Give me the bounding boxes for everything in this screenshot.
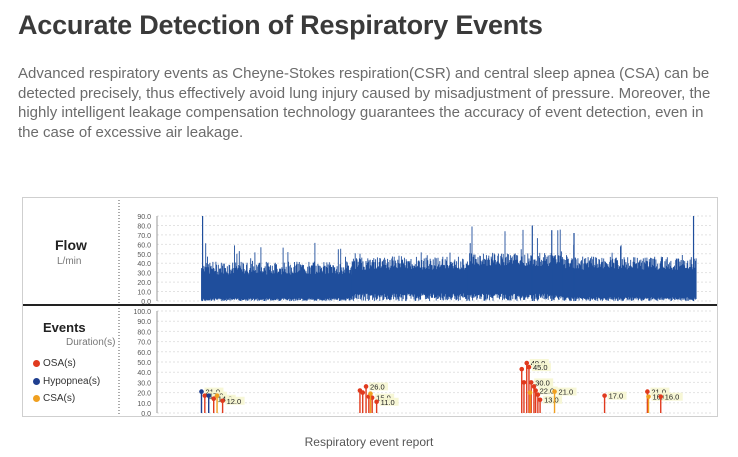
- events-panel-label: Events: [43, 320, 86, 335]
- event-label-bg: [529, 359, 549, 368]
- event-data-label: 13.0: [544, 396, 559, 405]
- events-panel-unit: Duration(s): [66, 337, 116, 348]
- event-data-label: 14.0: [218, 395, 233, 404]
- osa-event-point: [374, 399, 379, 405]
- report-charts: 0.0 10.0 20.0 30.0 40.0 50.0 60.0 70.0 80.0 90.0 0…: [23, 200, 717, 416]
- flow-tick-label: 80.0: [137, 223, 151, 230]
- events-tick-label: 40.0: [137, 370, 151, 377]
- osa-event-point: [537, 397, 543, 403]
- csa-event-point: [552, 389, 557, 394]
- legend-label-csa: CSA(s): [43, 393, 76, 404]
- events-tick-label: 0.0: [141, 411, 151, 416]
- osa-event-point: [602, 393, 607, 398]
- event-data-label: 17.0: [609, 392, 624, 401]
- osa-event-point: [363, 384, 369, 389]
- osa-event-point: [220, 398, 225, 404]
- events-tick-label: 30.0: [137, 380, 151, 387]
- osa-event-point: [658, 394, 664, 399]
- flow-panel-unit: L/min: [57, 256, 82, 267]
- event-data-label: 11.0: [381, 398, 395, 407]
- legend-item-osa: OSA(s): [33, 358, 143, 369]
- csa-event-point: [527, 390, 533, 395]
- events-tick-label: 70.0: [137, 340, 151, 347]
- flow-trace-segment-3: [562, 245, 697, 301]
- event-label-bg: [534, 378, 554, 387]
- event-data-label: 21.0: [651, 388, 666, 397]
- event-label-bg: [379, 397, 399, 406]
- flow-tick-label: 10.0: [137, 290, 151, 297]
- osa-event-point: [645, 389, 650, 394]
- osa-event-point: [202, 393, 208, 398]
- respiratory-event-report: Flow L/min Events Duration(s) OSA(s) Hyp…: [22, 197, 718, 417]
- events-tick-label: 90.0: [137, 319, 151, 326]
- flow-tick-label: 30.0: [137, 271, 151, 278]
- event-label-bg: [225, 396, 245, 405]
- page-description: Advanced respiratory events as Cheyne-St…: [18, 65, 711, 141]
- flow-tick-label: 50.0: [137, 252, 151, 259]
- flow-tick-label: 60.0: [137, 242, 151, 249]
- flow-tick-label: 20.0: [137, 280, 151, 287]
- flow-trace-segment-0: [201, 242, 352, 301]
- event-label-bg: [557, 387, 577, 396]
- osa-legend-dot: [33, 359, 40, 367]
- osa-event-point: [528, 380, 534, 385]
- events-tick-label: 100.0: [133, 309, 151, 316]
- page-title: Accurate Detection of Respiratory Events: [18, 10, 543, 40]
- event-data-label: 45.0: [533, 363, 548, 372]
- flow-panel-label: Flow: [55, 237, 87, 253]
- event-label-bg: [650, 387, 670, 396]
- event-data-label: 26.0: [370, 382, 385, 391]
- flow-tick-label: 40.0: [137, 261, 151, 268]
- osa-event-point: [531, 384, 537, 389]
- legend-label-osa: OSA(s): [43, 358, 76, 369]
- event-label-bg: [543, 395, 563, 404]
- events-tick-label: 10.0: [137, 401, 151, 408]
- csa-event-point: [646, 394, 651, 399]
- osa-event-point: [533, 388, 538, 393]
- osa-event-point: [360, 390, 366, 395]
- legend-label-hypopnea: Hypopnea(s): [43, 376, 101, 387]
- osa-event-point: [524, 360, 530, 366]
- event-label-bg: [538, 386, 558, 395]
- event-data-label: 21.0: [559, 388, 574, 397]
- legend-item-csa: CSA(s): [33, 393, 143, 404]
- osa-event-point: [519, 366, 525, 372]
- event-data-label: 12.0: [227, 397, 242, 406]
- event-data-label: 30.0: [535, 378, 550, 387]
- flow-tick-label: 90.0: [137, 214, 151, 221]
- flow-tick-label: 70.0: [137, 233, 151, 240]
- events-tick-label: 60.0: [137, 350, 151, 357]
- events-tick-label: 20.0: [137, 391, 151, 398]
- event-label-bg: [531, 363, 551, 372]
- event-data-label: 22.0: [540, 387, 555, 396]
- osa-event-point: [521, 380, 527, 385]
- report-caption: Respiratory event report: [304, 435, 434, 449]
- hypopnea-event-point: [206, 393, 212, 398]
- events-tick-label: 50.0: [137, 360, 151, 367]
- hypopnea-legend-dot: [33, 377, 40, 385]
- events-tick-label: 80.0: [137, 329, 151, 336]
- event-label-bg: [375, 393, 395, 402]
- hypopnea-event-point: [199, 389, 204, 394]
- event-label-bg: [204, 387, 224, 396]
- osa-event-point: [211, 396, 217, 402]
- osa-event-point: [535, 392, 541, 397]
- legend-item-hypopnea: Hypopnea(s): [33, 376, 143, 387]
- flow-trace-segment-1: [351, 252, 469, 301]
- event-data-label: 16.0: [665, 393, 680, 402]
- flow-tick-label: 0.0: [141, 299, 151, 306]
- csa-event-point: [214, 393, 220, 398]
- flow-trace-segment-2: [467, 226, 564, 301]
- event-label-bg: [663, 392, 683, 401]
- event-label-bg: [369, 382, 389, 391]
- csa-event-point: [368, 391, 373, 396]
- csa-legend-dot: [33, 394, 40, 402]
- event-label-bg: [607, 391, 627, 400]
- osa-event-point: [526, 364, 532, 370]
